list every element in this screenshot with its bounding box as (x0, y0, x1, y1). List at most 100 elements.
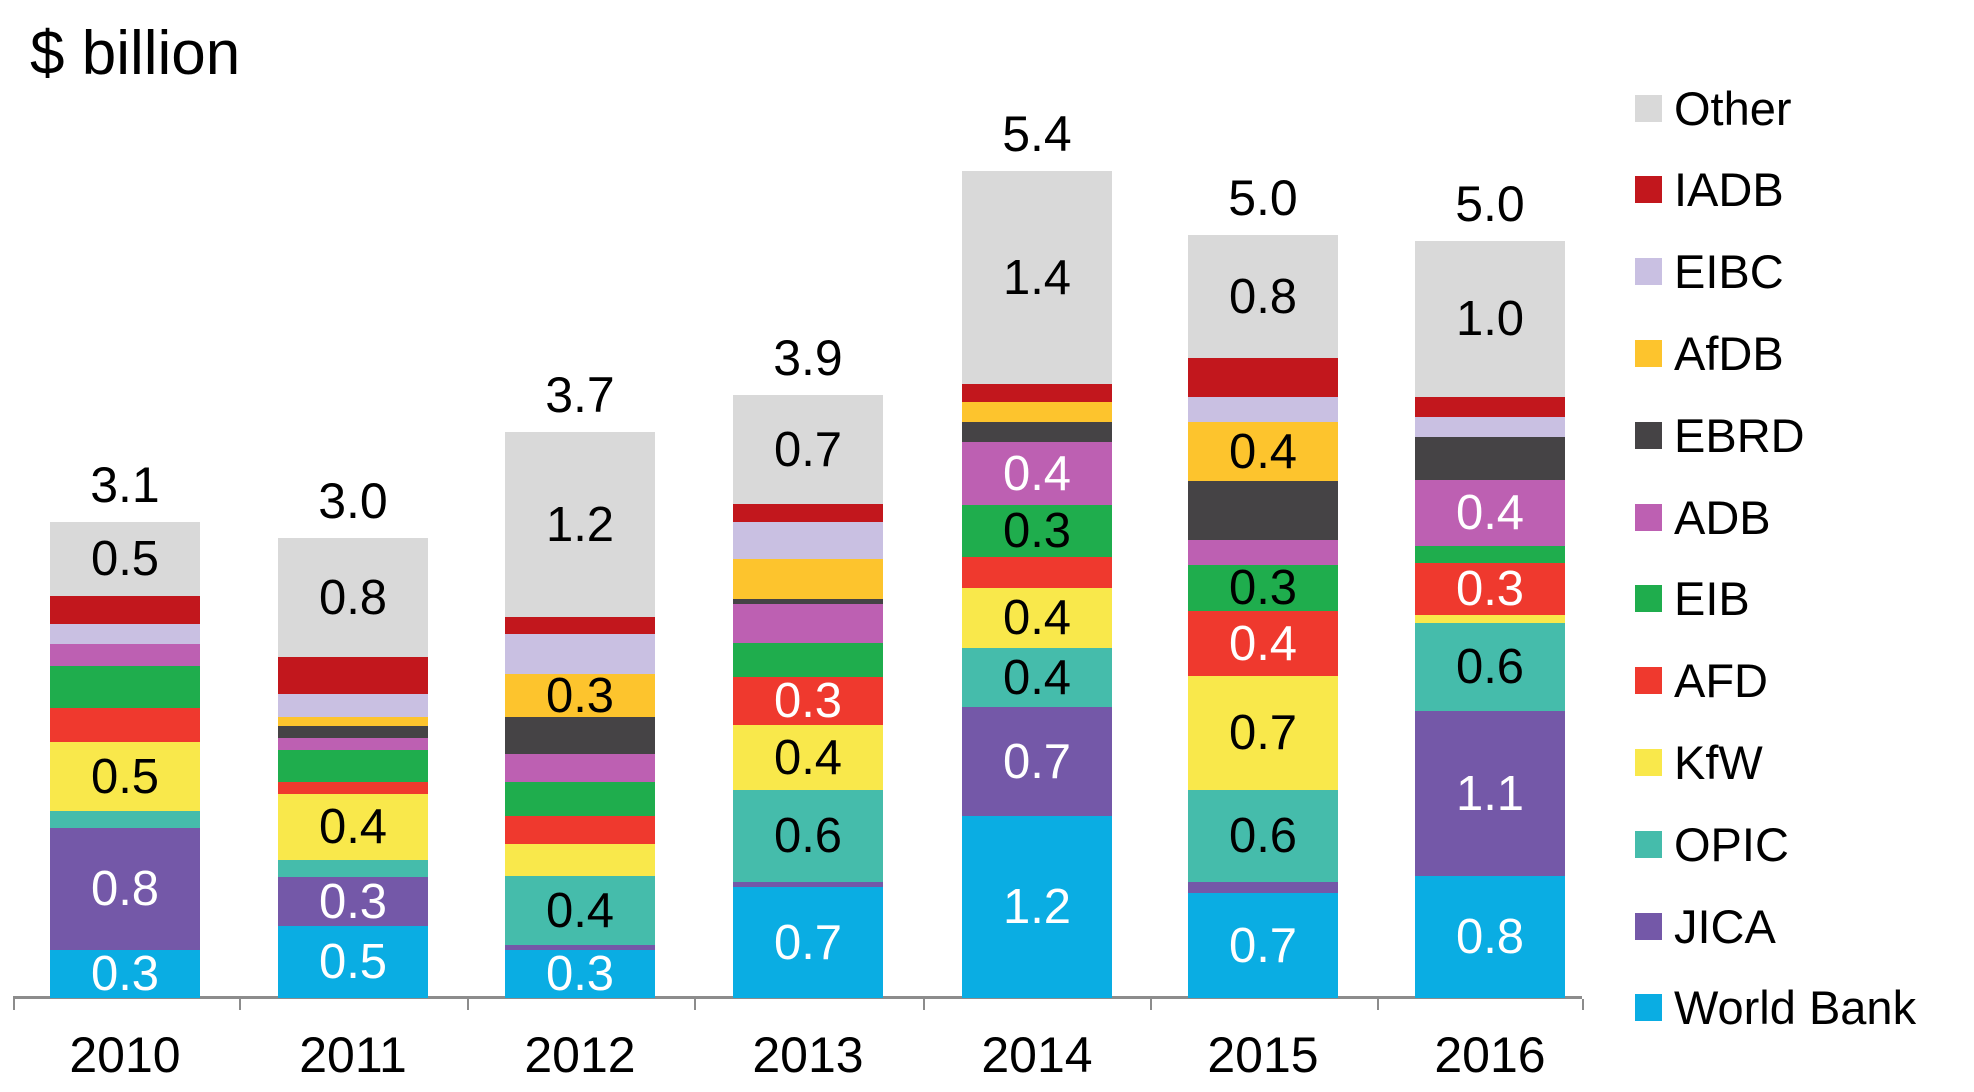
bar-segment: 1.2 (962, 816, 1112, 998)
bar-segment (733, 504, 883, 522)
bar-segment: 1.2 (505, 432, 655, 617)
bar-segment (505, 945, 655, 950)
legend-item: KfW (1635, 736, 1763, 789)
bar-total-label: 5.4 (1002, 106, 1072, 162)
bar-total-label: 5.0 (1228, 170, 1298, 226)
bar-segment: 0.3 (733, 677, 883, 726)
legend-label: JICA (1674, 899, 1776, 953)
bar-segment (733, 522, 883, 559)
axis-tick (13, 999, 15, 1010)
legend-item: EIBC (1635, 245, 1784, 298)
bar-segment: 1.4 (962, 171, 1112, 384)
bar-total-label: 3.7 (545, 367, 615, 423)
bar-segment (962, 422, 1112, 442)
legend-swatch (1635, 994, 1662, 1022)
bar-segment: 0.7 (1188, 893, 1338, 998)
bar-segment: 0.6 (733, 790, 883, 882)
bar-segment (50, 624, 200, 644)
legend: Other IADB EIBC AfDB EBRD ADB EIB AFD KfW OPIC JIC… (1635, 0, 1974, 1092)
bar-segment (50, 666, 200, 708)
bar-segment (1415, 546, 1565, 563)
bar-segment: 0.4 (278, 794, 428, 860)
bar-segment (505, 717, 655, 754)
bar-segment (1188, 358, 1338, 397)
bar-segment: 0.4 (505, 876, 655, 945)
bar-total-label: 3.1 (90, 457, 160, 513)
axis-tick (694, 999, 696, 1010)
legend-swatch (1635, 912, 1662, 940)
legend-item: EIB (1635, 572, 1750, 625)
bar-segment (278, 750, 428, 782)
bar-segment (505, 754, 655, 782)
x-axis-year-label: 2016 (1434, 1027, 1546, 1083)
bar-segment: 0.8 (1188, 235, 1338, 358)
bar-segment (962, 557, 1112, 588)
bar-segment: 0.7 (733, 395, 883, 504)
bar-segment: 0.6 (1188, 790, 1338, 882)
legend-swatch (1635, 94, 1662, 122)
bar-segment (962, 384, 1112, 402)
axis-tick (1150, 999, 1152, 1010)
bar-segment: 0.8 (278, 538, 428, 657)
bar-segment (1415, 397, 1565, 417)
bar-segment: 0.4 (1188, 422, 1338, 481)
legend-item: AfDB (1635, 327, 1784, 380)
x-axis-year-label: 2014 (981, 1027, 1093, 1083)
bar-segment (50, 596, 200, 624)
bar-segment (1188, 481, 1338, 540)
legend-swatch (1635, 830, 1662, 858)
bar-segment (50, 708, 200, 742)
bar-segment (733, 604, 883, 643)
axis-tick (1582, 999, 1584, 1010)
bar-segment: 1.0 (1415, 241, 1565, 397)
bar-segment (1188, 397, 1338, 422)
legend-label: Other (1674, 81, 1792, 135)
bar-segment (278, 860, 428, 877)
bar-segment: 1.1 (1415, 711, 1565, 876)
legend-swatch (1635, 667, 1662, 695)
legend-item: ADB (1635, 491, 1771, 544)
bar-segment (1188, 882, 1338, 893)
bar-segment (733, 882, 883, 887)
x-axis-year-label: 2011 (299, 1027, 407, 1083)
bar-segment: 0.3 (505, 950, 655, 999)
bar-segment (1188, 540, 1338, 565)
x-axis-year-label: 2015 (1207, 1027, 1319, 1083)
legend-item: JICA (1635, 900, 1776, 953)
bar-segment (505, 634, 655, 674)
legend-item: IADB (1635, 163, 1784, 216)
bar-segment (962, 402, 1112, 422)
bar-segment: 0.4 (733, 725, 883, 790)
bar-segment (278, 657, 428, 694)
bar-segment: 0.4 (962, 588, 1112, 648)
bar-total-label: 3.9 (773, 330, 843, 386)
legend-swatch (1635, 748, 1662, 776)
axis-tick (467, 999, 469, 1010)
legend-label: World Bank (1674, 981, 1917, 1035)
bar-segment (733, 599, 883, 604)
bar-segment: 0.8 (50, 828, 200, 950)
legend-label: IADB (1674, 163, 1784, 217)
bar-segment: 0.6 (1415, 623, 1565, 711)
bar-segment: 0.5 (278, 926, 428, 998)
legend-item: AFD (1635, 654, 1768, 707)
axis-tick (1377, 999, 1379, 1010)
legend-label: AfDB (1674, 326, 1784, 380)
bar-segment: 0.7 (1188, 676, 1338, 790)
bar-segment (505, 782, 655, 816)
bar-segment (505, 617, 655, 634)
legend-label: EIB (1674, 572, 1750, 626)
bar-segment: 0.4 (1188, 611, 1338, 676)
legend-label: EBRD (1674, 408, 1805, 462)
bar-segment (733, 643, 883, 677)
legend-item: World Bank (1635, 981, 1916, 1034)
legend-label: AFD (1674, 654, 1768, 708)
bar-segment: 0.7 (962, 707, 1112, 816)
x-axis-year-label: 2010 (69, 1027, 181, 1083)
bar-segment: 0.5 (50, 742, 200, 811)
legend-swatch (1635, 421, 1662, 449)
bar-segment: 0.3 (50, 950, 200, 999)
chart-title: $ billion (30, 19, 241, 88)
bar-segment: 0.3 (1415, 563, 1565, 615)
bar-segment: 0.5 (50, 522, 200, 596)
